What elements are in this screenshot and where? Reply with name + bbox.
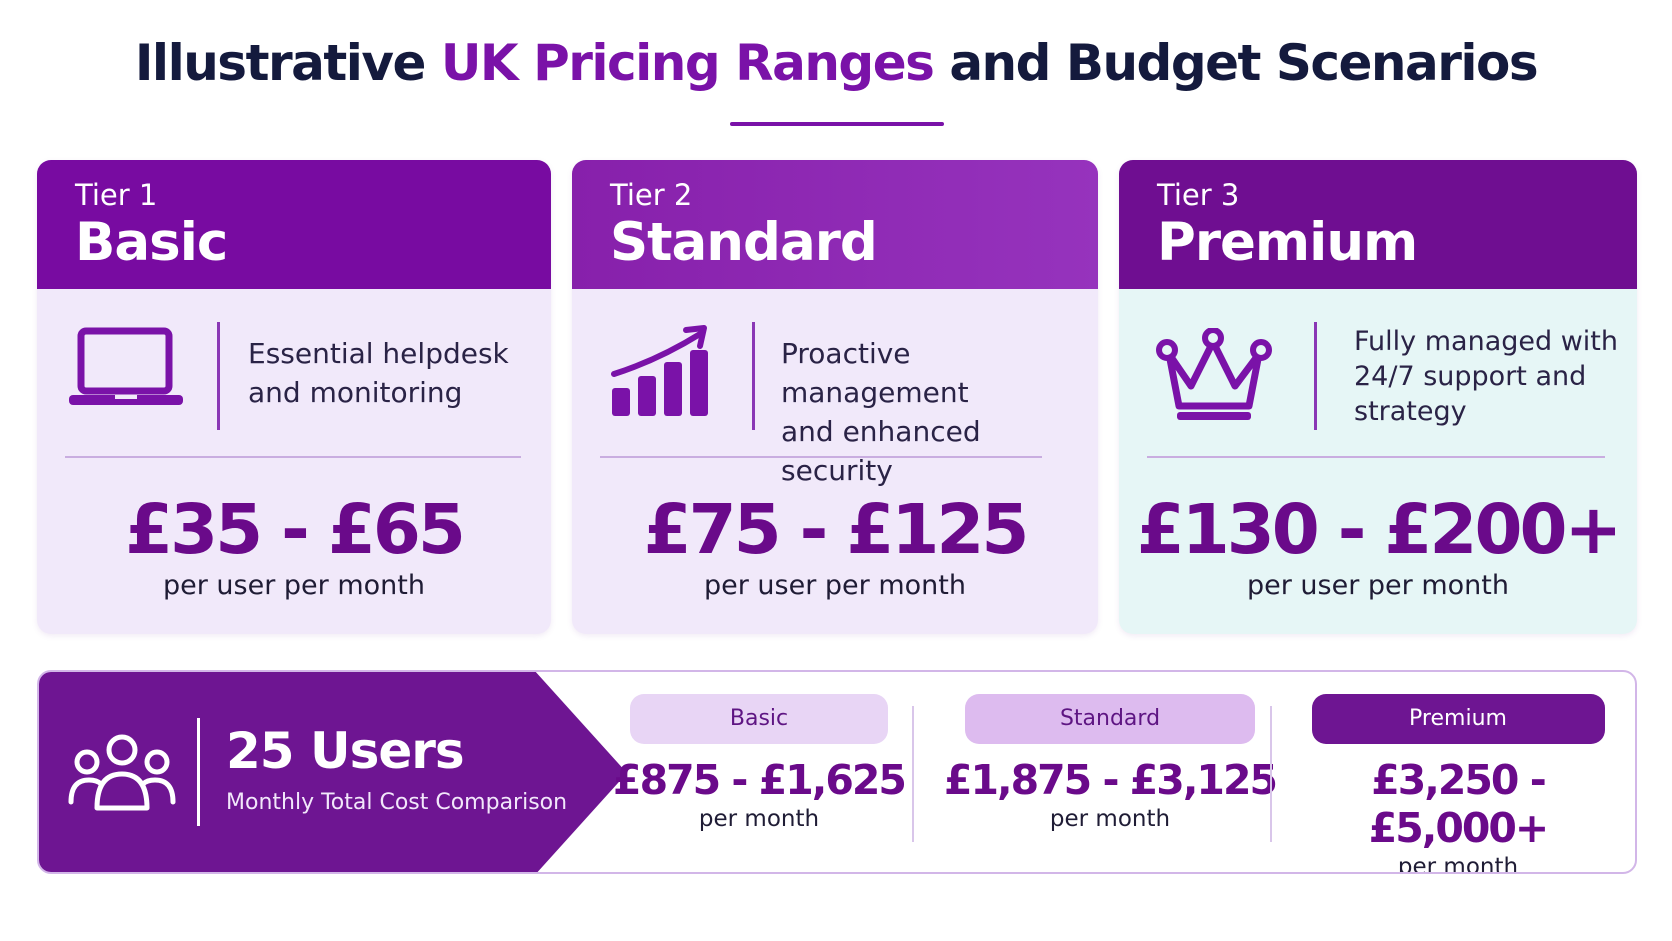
description-line: Proactive management <box>781 337 969 409</box>
description-line: Fully managed with <box>1354 326 1618 357</box>
tier-price-unit: per user per month <box>1247 570 1509 601</box>
tier-description: Essential helpdesk and monitoring <box>248 334 509 412</box>
title-part-1: Illustrative <box>134 34 441 92</box>
description-line: Essential helpdesk <box>248 337 509 370</box>
budget-scenario-panel: 25 Users Monthly Total Cost Comparison B… <box>37 670 1637 874</box>
users-count: 25 Users <box>226 722 465 780</box>
divider <box>217 322 220 430</box>
scenario-price: £1,875 - £3,125 <box>944 756 1278 804</box>
divider <box>752 322 755 430</box>
title-underline <box>730 122 944 126</box>
title-part-2: and Budget Scenarios <box>933 34 1538 92</box>
tier-name: Standard <box>610 212 878 273</box>
divider <box>1270 706 1272 842</box>
tier-name: Premium <box>1157 212 1418 273</box>
crown-icon <box>1155 327 1285 432</box>
scenario-column-premium: Premium £3,250 - £5,000+ per month <box>1285 694 1631 874</box>
scenario-tier-badge: Premium <box>1311 694 1605 744</box>
description-line: 24/7 support and <box>1354 361 1587 392</box>
tier-label: Tier 3 <box>1157 178 1240 212</box>
scenario-price-unit: per month <box>1049 806 1171 832</box>
tier-label: Tier 2 <box>610 178 693 212</box>
scenario-column-basic: Basic £875 - £1,625 per month <box>606 694 912 832</box>
tier-description: Proactive management and enhanced securi… <box>781 334 1098 490</box>
tier-price: £75 - £125 <box>643 490 1030 570</box>
growth-chart-icon <box>608 320 738 424</box>
tier-card-header: Tier 1 Basic <box>37 160 551 289</box>
divider <box>600 456 1042 458</box>
tier-label: Tier 1 <box>75 178 158 212</box>
scenario-tier-badge: Basic <box>630 694 888 744</box>
scenario-price: £875 - £1,625 <box>613 756 907 804</box>
description-line: and monitoring <box>248 376 463 409</box>
tier-price: £35 - £65 <box>125 490 466 570</box>
tier-price-unit: per user per month <box>704 570 966 601</box>
tier-card-basic: Tier 1 Basic Essential helpdesk and moni… <box>37 160 551 634</box>
description-line: and enhanced security <box>781 415 981 487</box>
divider <box>197 718 200 826</box>
divider <box>1314 322 1317 430</box>
tier-card-header: Tier 2 Standard <box>572 160 1098 289</box>
scenario-price-unit: per month <box>1397 854 1519 874</box>
divider <box>1147 456 1605 458</box>
title-highlight: UK Pricing Ranges <box>440 34 935 92</box>
tier-card-header: Tier 3 Premium <box>1119 160 1637 289</box>
divider <box>65 456 521 458</box>
description-line: strategy <box>1354 396 1467 427</box>
scenario-subtitle: Monthly Total Cost Comparison <box>226 790 568 815</box>
tier-description: Fully managed with 24/7 support and stra… <box>1354 324 1618 429</box>
tier-card-premium: Tier 3 Premium Fully managed with 24/7 s… <box>1119 160 1637 634</box>
tier-name: Basic <box>75 212 228 273</box>
tier-price-unit: per user per month <box>163 570 425 601</box>
page-title: Illustrative UK Pricing Ranges and Budge… <box>0 34 1672 92</box>
scenario-price: £3,250 - £5,000+ <box>1368 756 1550 852</box>
users-group-icon <box>67 728 177 818</box>
tier-price: £130 - £200+ <box>1136 490 1623 570</box>
scenario-banner: 25 Users Monthly Total Cost Comparison <box>39 672 627 872</box>
tier-card-standard: Tier 2 Standard Proactive management and… <box>572 160 1098 634</box>
divider <box>912 706 914 842</box>
scenario-tier-badge: Standard <box>965 694 1255 744</box>
scenario-column-standard: Standard £1,875 - £3,125 per month <box>940 694 1280 832</box>
laptop-icon <box>67 325 197 429</box>
scenario-price-unit: per month <box>698 806 820 832</box>
